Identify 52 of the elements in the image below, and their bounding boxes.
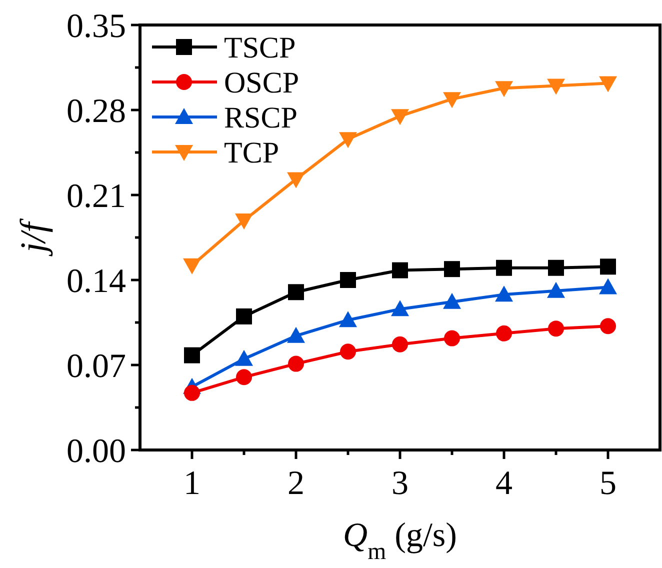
point bbox=[392, 262, 408, 278]
point bbox=[236, 308, 252, 324]
point bbox=[236, 369, 252, 386]
point bbox=[183, 258, 201, 274]
x-tick-label: 1 bbox=[184, 465, 200, 502]
point bbox=[287, 172, 305, 188]
point bbox=[340, 272, 356, 288]
y-tick-label: 0.14 bbox=[66, 262, 126, 300]
point bbox=[495, 81, 513, 98]
y-axis-title: j/f bbox=[13, 218, 53, 257]
x-tick-label: 4 bbox=[496, 465, 512, 502]
x-tick-label: 2 bbox=[288, 465, 304, 502]
point bbox=[287, 326, 305, 343]
point bbox=[548, 260, 564, 276]
x-tick-label: 3 bbox=[392, 465, 408, 502]
legend-label: TCP bbox=[224, 136, 280, 170]
point bbox=[184, 384, 200, 401]
y-tick-label: 0.00 bbox=[66, 432, 126, 470]
point bbox=[340, 344, 356, 360]
y-tick-label: 0.35 bbox=[66, 8, 126, 45]
point bbox=[547, 78, 565, 95]
point bbox=[600, 318, 616, 334]
point bbox=[496, 260, 512, 276]
y-tick-label: 0.07 bbox=[66, 348, 126, 385]
y-tick-label: 0.21 bbox=[66, 178, 126, 215]
point bbox=[599, 278, 617, 294]
point bbox=[599, 76, 617, 92]
x-tick-label: 5 bbox=[600, 465, 616, 502]
legend-label: RSCP bbox=[224, 102, 298, 134]
point bbox=[547, 282, 565, 298]
point bbox=[288, 284, 304, 300]
point bbox=[184, 347, 200, 364]
y-tick-label: 0.28 bbox=[66, 92, 126, 130]
point bbox=[235, 214, 253, 230]
x-axis-title: Q$_{m}$ (g/s) bbox=[343, 517, 457, 565]
point bbox=[391, 109, 409, 126]
point bbox=[235, 350, 253, 366]
point bbox=[548, 320, 564, 337]
point bbox=[443, 92, 461, 108]
point bbox=[339, 311, 357, 328]
point bbox=[392, 336, 408, 352]
point bbox=[600, 258, 616, 275]
point bbox=[443, 292, 461, 309]
legend-label: TSCP bbox=[224, 32, 296, 64]
point bbox=[288, 356, 304, 372]
point bbox=[339, 132, 357, 148]
point bbox=[444, 330, 460, 346]
point bbox=[496, 325, 512, 342]
point bbox=[391, 300, 409, 316]
legend-label: OSCP bbox=[224, 66, 300, 100]
point bbox=[495, 286, 513, 302]
point bbox=[444, 261, 460, 278]
